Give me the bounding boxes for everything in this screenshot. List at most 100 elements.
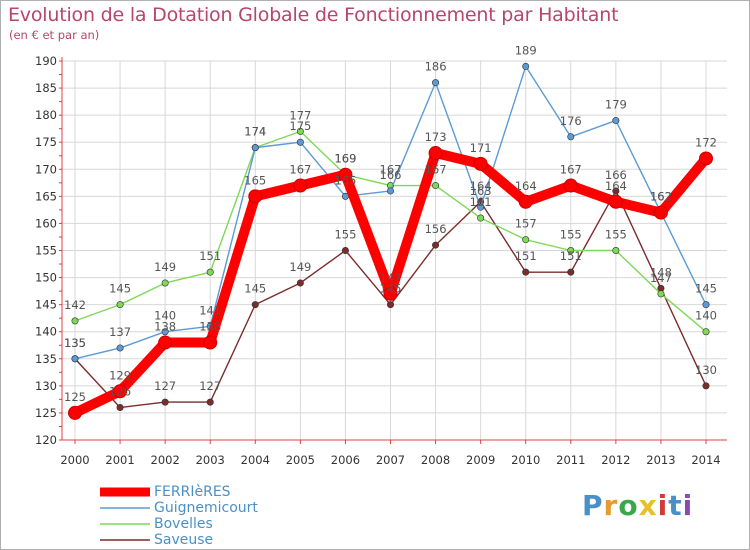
data-label: 126 (109, 385, 131, 399)
y-tick-label: 130 (35, 379, 57, 393)
data-point (71, 317, 79, 325)
data-label: 151 (515, 249, 537, 263)
data-point (71, 355, 79, 363)
data-label: 155 (560, 228, 582, 242)
data-point (161, 279, 169, 287)
y-tick-label: 175 (35, 135, 57, 149)
data-label: 149 (289, 260, 311, 274)
legend-swatch-saveuse (100, 539, 150, 541)
data-point (522, 62, 530, 70)
data-point (251, 301, 259, 309)
data-point (702, 382, 710, 390)
data-label: 173 (425, 130, 447, 144)
data-label: 135 (64, 336, 86, 350)
data-point (116, 404, 124, 412)
data-point (518, 194, 533, 209)
legend-label-saveuse: Saveuse (154, 532, 214, 548)
y-tick-label: 155 (35, 244, 57, 258)
data-label: 147 (380, 271, 402, 285)
data-label: 162 (650, 190, 672, 204)
data-point (473, 156, 488, 171)
y-tick-label: 180 (35, 108, 57, 122)
data-label: 163 (470, 184, 492, 198)
data-point (158, 335, 173, 350)
data-point (116, 301, 124, 309)
data-point (702, 328, 710, 336)
data-label: 174 (244, 125, 266, 139)
data-label: 177 (289, 108, 311, 122)
data-point (612, 247, 620, 255)
legend-item-guignemicourt: Guignemicourt (100, 500, 258, 516)
legend-swatch-ferrieres (100, 487, 150, 497)
data-label: 138 (154, 320, 176, 334)
data-point (432, 182, 440, 190)
data-point (522, 268, 530, 276)
data-point (296, 127, 304, 135)
data-label: 186 (425, 60, 447, 74)
data-label: 161 (470, 195, 492, 209)
data-label: 189 (515, 43, 537, 57)
data-point (432, 241, 440, 249)
data-label: 130 (695, 363, 717, 377)
data-point (386, 187, 394, 195)
data-label: 156 (425, 222, 447, 236)
data-point (341, 247, 349, 255)
data-label: 140 (154, 309, 176, 323)
y-tick-label: 170 (35, 162, 57, 176)
data-point (248, 189, 263, 204)
x-tick-label: 2005 (286, 453, 315, 467)
data-label: 147 (650, 271, 672, 285)
x-tick-label: 2008 (421, 453, 450, 467)
axes: 120 125 130 135 140 145 150 155 160 165 170 175 180 1… (35, 54, 727, 467)
data-label: 138 (199, 320, 221, 334)
logo-letter: r (603, 489, 619, 522)
data-point (206, 268, 214, 276)
chart-subtitle: (en € et par an) (9, 28, 100, 42)
data-label: 148 (650, 265, 672, 279)
data-label: 149 (154, 260, 176, 274)
data-label: 169 (334, 152, 356, 166)
data-point (477, 203, 485, 211)
x-tick-label: 2001 (105, 453, 134, 467)
data-point (251, 144, 259, 152)
y-tick-label: 150 (35, 271, 57, 285)
data-point (563, 178, 578, 193)
legend-label-ferrieres: FERRIèRES (154, 484, 231, 500)
data-point (567, 247, 575, 255)
data-point (567, 133, 575, 141)
data-label: 155 (605, 228, 627, 242)
data-label: 167 (560, 163, 582, 177)
y-tick-label: 185 (35, 81, 57, 95)
data-label: 135 (64, 336, 86, 350)
data-label: 141 (199, 303, 221, 317)
data-point (386, 301, 394, 309)
y-tick-label: 135 (35, 352, 57, 366)
data-label: 157 (515, 217, 537, 231)
legend-label-guignemicourt: Guignemicourt (154, 500, 258, 516)
data-point (161, 398, 169, 406)
legend-item-bovelles: Bovelles (100, 516, 258, 532)
x-tick-label: 2004 (241, 453, 270, 467)
data-point (522, 236, 530, 244)
data-label: 127 (154, 379, 176, 393)
data-label: 165 (244, 173, 266, 187)
data-label: 137 (109, 325, 131, 339)
legend: FERRIèRES Guignemicourt Bovelles Saveuse (100, 484, 258, 548)
data-point (702, 301, 710, 309)
data-point (428, 146, 443, 161)
data-label: 171 (470, 141, 492, 155)
data-point (432, 79, 440, 87)
data-point (657, 290, 665, 298)
data-point (612, 187, 620, 195)
data-label: 127 (199, 379, 221, 393)
y-tick-label: 190 (35, 54, 57, 68)
data-point (113, 384, 128, 399)
chart-title: Evolution de la Dotation Globale de Fonc… (8, 4, 619, 26)
data-label: 165 (334, 173, 356, 187)
logo-letter: t (668, 489, 683, 522)
data-label: 164 (605, 179, 627, 193)
logo-letter: o (618, 489, 639, 522)
x-tick-label: 2010 (511, 453, 540, 467)
